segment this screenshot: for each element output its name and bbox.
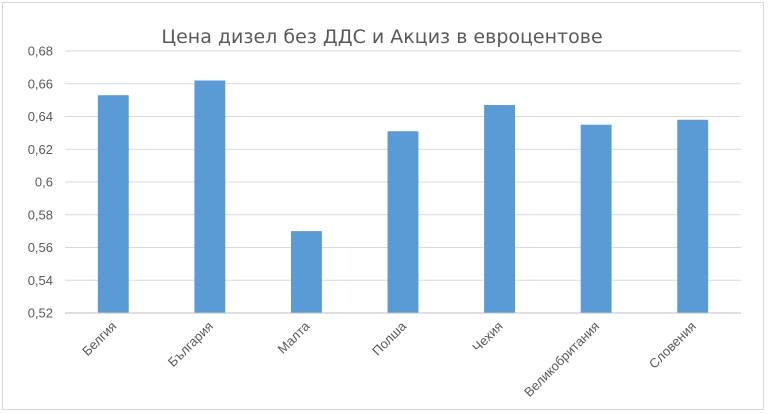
x-category-label: България [165, 319, 216, 370]
bar [97, 95, 129, 314]
bar [580, 124, 612, 313]
chart-title: Цена дизел без ДДС и Акциз в евроцентове [161, 26, 602, 48]
chart-frame: Цена дизел без ДДС и Акциз в евроцентове… [2, 2, 764, 410]
x-category-label: Словения [646, 319, 699, 372]
bar [387, 131, 419, 313]
y-tick-label: 0,6 [35, 175, 53, 190]
y-tick-label: 0,68 [28, 44, 53, 59]
bar [677, 119, 709, 314]
y-tick-label: 0,62 [28, 142, 53, 157]
bar [484, 105, 516, 313]
x-category-label: Полша [369, 318, 410, 359]
x-category-label: Великобритания [521, 319, 602, 400]
bar [194, 80, 226, 313]
bar [290, 231, 322, 313]
y-tick-label: 0,54 [28, 273, 53, 288]
y-tick-label: 0,64 [28, 109, 53, 124]
x-category-label: Белгия [79, 319, 119, 359]
y-tick-label: 0,58 [28, 207, 53, 222]
y-axis-ticks: 0,52 0,54 0,56 0,58 0,6 0,62 0,64 0,66 0,68 [28, 44, 53, 321]
bar-chart: Цена дизел без ДДС и Акциз в евроцентове… [28, 26, 741, 400]
y-tick-label: 0,56 [28, 240, 53, 255]
y-tick-label: 0,66 [28, 76, 53, 91]
x-category-label: Чехия [469, 319, 505, 355]
x-axis-labels: Белгия България Малта Полша Чехия Великобрита… [79, 318, 699, 400]
x-category-label: Малта [274, 318, 313, 357]
bars [97, 80, 709, 314]
y-tick-label: 0,52 [28, 306, 53, 321]
